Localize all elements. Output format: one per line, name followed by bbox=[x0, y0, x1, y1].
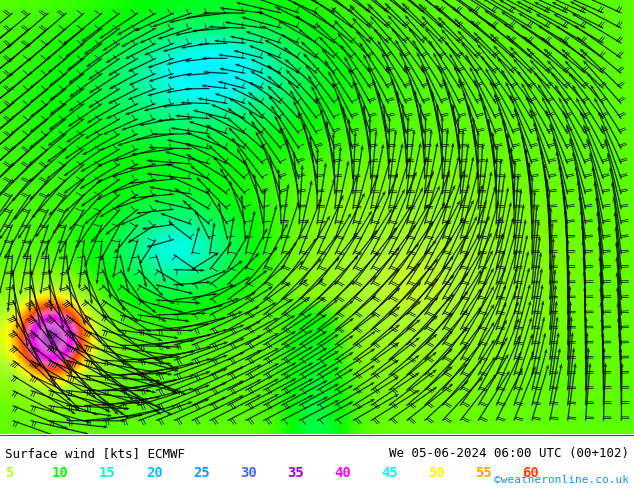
Text: 5: 5 bbox=[5, 466, 13, 480]
Text: 50: 50 bbox=[428, 466, 444, 480]
Text: 25: 25 bbox=[193, 466, 210, 480]
Text: 35: 35 bbox=[287, 466, 304, 480]
Text: 15: 15 bbox=[99, 466, 116, 480]
Text: 10: 10 bbox=[52, 466, 68, 480]
Text: 60: 60 bbox=[522, 466, 539, 480]
Text: 55: 55 bbox=[475, 466, 492, 480]
Text: ©weatheronline.co.uk: ©weatheronline.co.uk bbox=[494, 475, 629, 485]
Text: 40: 40 bbox=[334, 466, 351, 480]
Text: We 05-06-2024 06:00 UTC (00+102): We 05-06-2024 06:00 UTC (00+102) bbox=[389, 447, 629, 460]
Text: Surface wind [kts] ECMWF: Surface wind [kts] ECMWF bbox=[5, 447, 185, 460]
Text: 45: 45 bbox=[381, 466, 398, 480]
Text: 30: 30 bbox=[240, 466, 257, 480]
Text: 20: 20 bbox=[146, 466, 163, 480]
